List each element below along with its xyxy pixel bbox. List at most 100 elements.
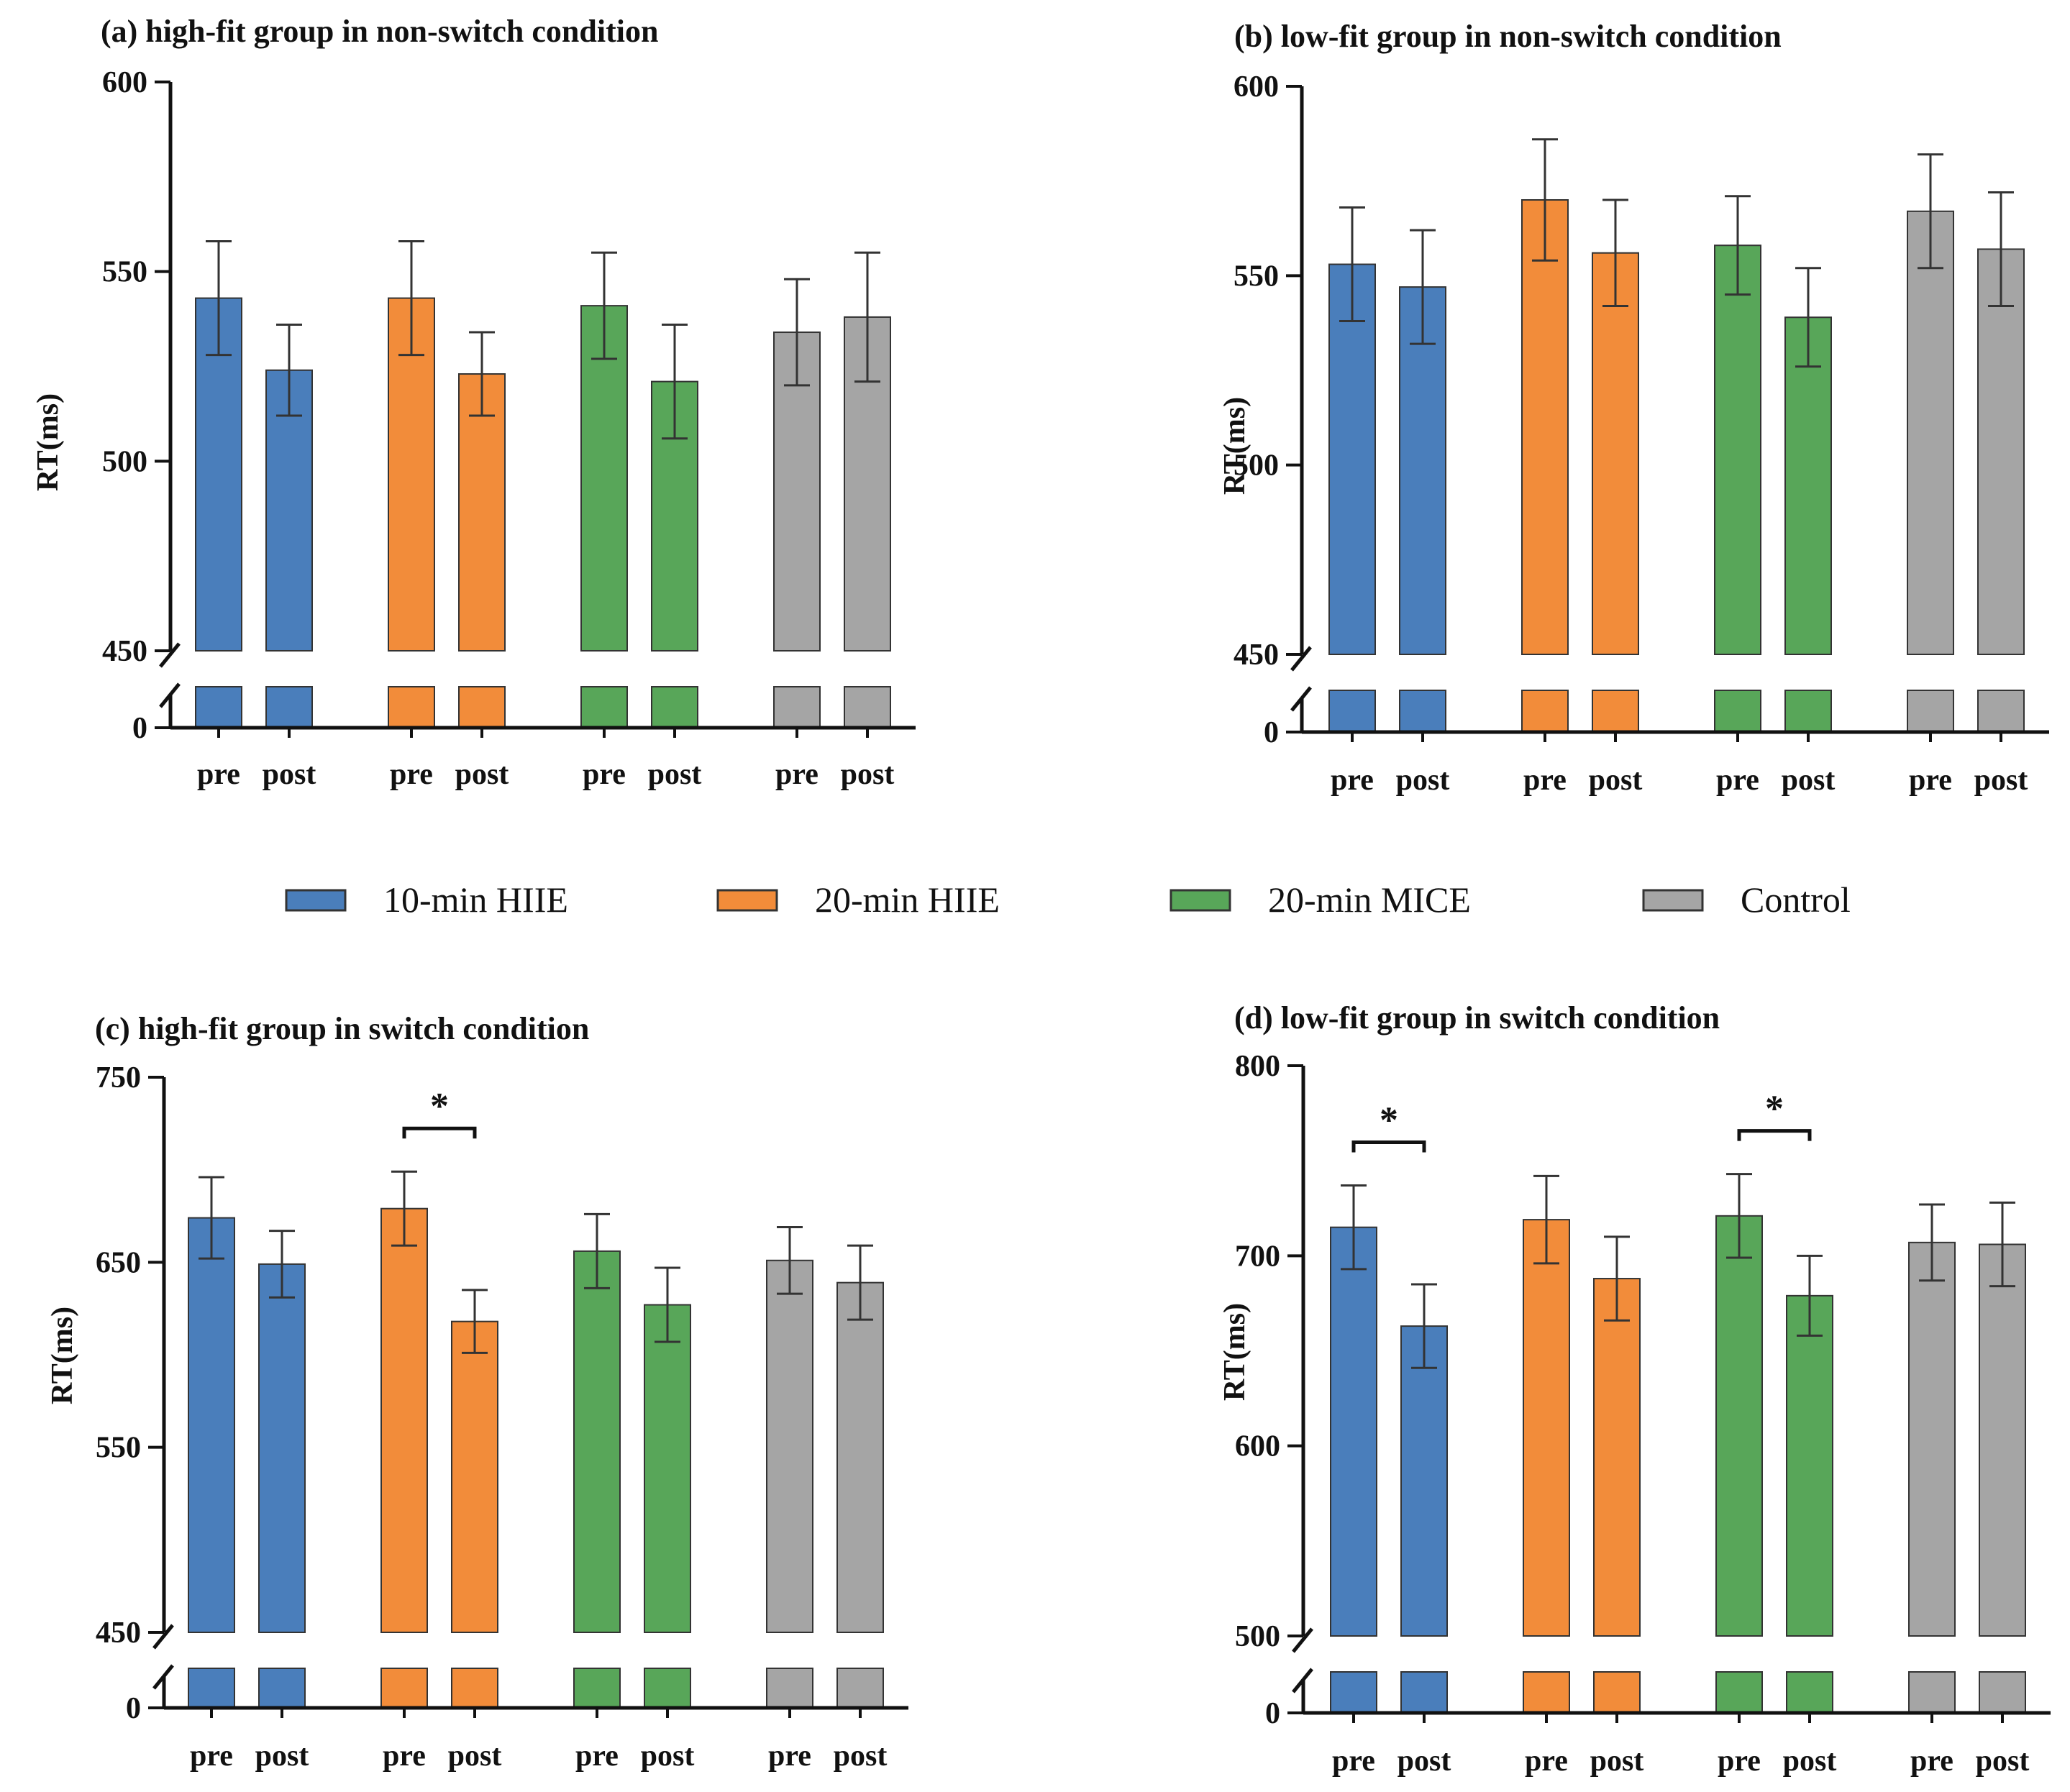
- bar-stub-20-min-hiie-post: [451, 1668, 498, 1709]
- y-tick-label: 600: [1234, 70, 1279, 104]
- bar-stub-20-min-mice-post: [644, 1668, 691, 1709]
- x-tick-label: pre: [1718, 1745, 1761, 1778]
- bar-20-min-hiie-pre: [388, 297, 435, 652]
- panel-title: (b) low-fit group in non-switch conditio…: [1234, 19, 1782, 54]
- error-bar: [206, 239, 232, 357]
- bar-10-min-hiie-pre: [195, 297, 242, 652]
- bar-10-min-hiie-post: [258, 1263, 306, 1633]
- axis-break-mark-lower: [1292, 1668, 1313, 1693]
- x-tick-label: pre: [1523, 764, 1567, 797]
- error-bar: [1797, 1254, 1823, 1337]
- error-bar: [1725, 195, 1751, 296]
- y-tick-label: 550: [1234, 260, 1279, 293]
- y-tick-label: 650: [96, 1246, 141, 1279]
- error-bar: [1602, 198, 1628, 307]
- bar-stub-20-min-mice-pre: [580, 686, 628, 728]
- bar-stub-20-min-mice-pre: [1715, 1671, 1763, 1714]
- x-tick-label: post: [641, 1740, 695, 1773]
- x-tick-label: pre: [197, 758, 240, 791]
- bar-stub-control-post: [844, 686, 891, 728]
- bar-stub-20-min-hiie-post: [1592, 690, 1639, 733]
- error-bar: [199, 1176, 224, 1260]
- bar-stub-10-min-hiie-post: [1399, 690, 1446, 733]
- bar-stub-10-min-hiie-pre: [188, 1668, 235, 1709]
- significance-star: *: [1765, 1089, 1784, 1130]
- x-tick-label: post: [1589, 764, 1643, 797]
- x-tick-label: pre: [390, 758, 433, 791]
- error-bar: [398, 239, 424, 357]
- bar-20-min-hiie-post: [1592, 252, 1639, 655]
- bar-stub-20-min-hiie-post: [458, 686, 506, 728]
- x-tick-label: post: [263, 758, 316, 791]
- legend: 10-min HIIE 20-min HIIE 20-min MICE Control: [285, 879, 1851, 920]
- y-tick-label-zero: 0: [126, 1692, 141, 1725]
- legend-swatch: [1642, 889, 1704, 912]
- bar-stub-20-min-hiie-pre: [1521, 690, 1569, 733]
- error-bar: [269, 1230, 295, 1299]
- error-bar: [462, 1289, 488, 1354]
- bar-10-min-hiie-pre: [1328, 263, 1376, 655]
- error-bar: [1410, 229, 1436, 345]
- axis-break-mark-upper: [1292, 1627, 1313, 1653]
- axis-break-mark-upper: [1290, 646, 1312, 672]
- error-bar: [1532, 138, 1558, 262]
- y-tick-label: 500: [1234, 449, 1279, 483]
- error-bar: [1795, 267, 1821, 368]
- y-tick-label: 450: [96, 1617, 141, 1650]
- x-tick-label: post: [1974, 764, 2028, 797]
- x-tick-label: pre: [1910, 1745, 1953, 1778]
- bar-stub-10-min-hiie-pre: [195, 686, 242, 728]
- panel-title: (d) low-fit group in switch condition: [1234, 1000, 1720, 1036]
- y-tick-label-zero: 0: [132, 712, 147, 745]
- bar-20-min-hiie-post: [1593, 1278, 1641, 1637]
- legend-label: Control: [1741, 879, 1851, 920]
- error-bar: [591, 251, 617, 360]
- significance-bracket: [402, 1126, 477, 1139]
- legend-item: 10-min HIIE: [285, 879, 568, 920]
- error-bar: [662, 323, 688, 440]
- bar-20-min-mice-pre: [1715, 1215, 1763, 1637]
- legend-swatch: [716, 889, 778, 912]
- bar-stub-control-post: [1977, 690, 2025, 733]
- error-bar: [1988, 191, 2014, 307]
- bar-20-min-mice-post: [644, 1304, 691, 1634]
- y-tick-label: 500: [1235, 1620, 1280, 1653]
- x-tick-label: post: [255, 1740, 309, 1773]
- error-bar: [584, 1212, 610, 1289]
- y-tick-label: 450: [1234, 639, 1279, 672]
- x-tick-label: post: [1590, 1745, 1644, 1778]
- y-axis-label: RT(ms): [1218, 1303, 1251, 1401]
- significance-bracket: [1351, 1140, 1426, 1153]
- axis-break-mark-upper: [159, 642, 181, 668]
- y-axis-label: RT(ms): [32, 393, 65, 491]
- y-tick-label: 600: [102, 66, 147, 99]
- significance-star: *: [430, 1086, 449, 1127]
- y-tick-label-zero: 0: [1264, 716, 1279, 749]
- error-bar: [1341, 1184, 1367, 1271]
- bar-stub-20-min-mice-pre: [1714, 690, 1761, 733]
- bar-stub-control-post: [836, 1668, 884, 1709]
- error-bar: [777, 1225, 803, 1295]
- bar-10-min-hiie-post: [265, 369, 313, 652]
- bar-stub-10-min-hiie-pre: [1328, 690, 1376, 733]
- significance-star: *: [1380, 1100, 1398, 1141]
- bar-stub-10-min-hiie-post: [1400, 1671, 1448, 1714]
- bar-20-min-hiie-post: [451, 1320, 498, 1634]
- bar-control-pre: [766, 1259, 813, 1633]
- x-tick-label: pre: [768, 1740, 811, 1773]
- bar-stub-control-pre: [1907, 690, 1954, 733]
- x-tick-label: post: [841, 758, 895, 791]
- bar-stub-control-pre: [773, 686, 821, 728]
- bar-20-min-mice-pre: [580, 305, 628, 652]
- panel-b: (b) low-fit group in non-switch conditio…: [1218, 19, 2049, 797]
- y-tick-label: 450: [102, 635, 147, 668]
- x-tick-label: pre: [775, 758, 819, 791]
- bar-stub-10-min-hiie-post: [265, 686, 313, 728]
- error-bar: [1918, 153, 1943, 270]
- bar-20-min-hiie-pre: [1521, 199, 1569, 655]
- error-bar: [784, 278, 810, 387]
- bar-stub-control-pre: [766, 1668, 813, 1709]
- error-bar: [854, 251, 880, 383]
- bar-20-min-mice-pre: [573, 1250, 621, 1633]
